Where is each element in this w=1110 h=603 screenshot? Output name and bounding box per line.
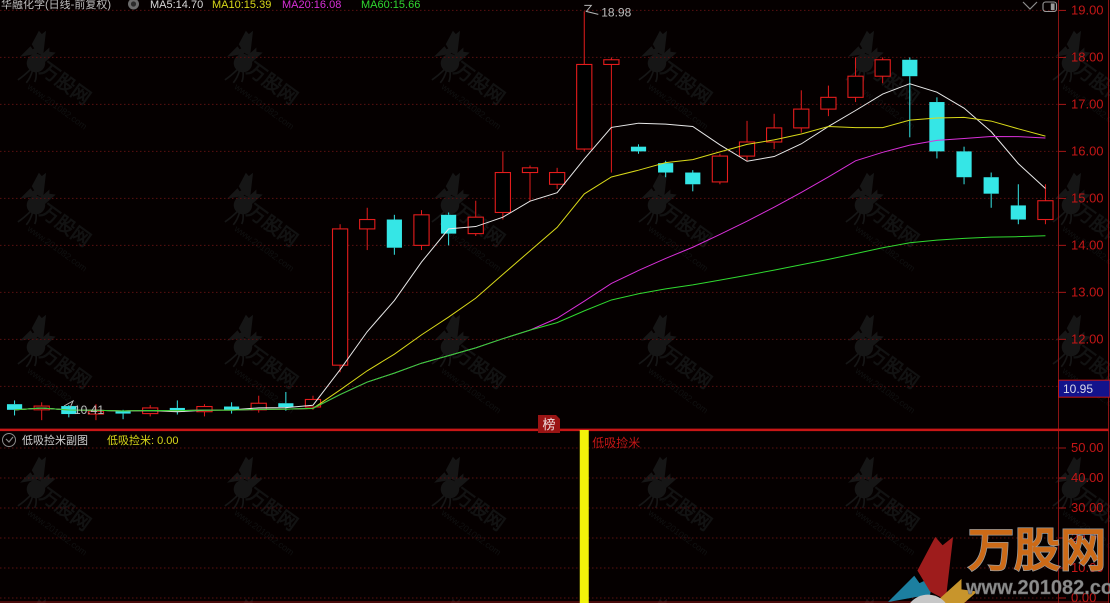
svg-text:18.00: 18.00 <box>1071 49 1104 64</box>
svg-text:MA5:14.70: MA5:14.70 <box>150 0 203 11</box>
svg-text:13.00: 13.00 <box>1071 284 1104 299</box>
svg-text:19.00: 19.00 <box>1071 2 1104 17</box>
svg-text:低吸捡米: 0.00: 低吸捡米: 0.00 <box>107 433 179 447</box>
svg-text:MA10:15.39: MA10:15.39 <box>212 0 271 11</box>
svg-text:万股网: 万股网 <box>968 524 1106 576</box>
svg-text:www.201082.com: www.201082.com <box>965 577 1110 599</box>
svg-text:10.95: 10.95 <box>1063 382 1093 396</box>
svg-text:16.00: 16.00 <box>1071 143 1104 158</box>
svg-text:MA20:16.08: MA20:16.08 <box>282 0 341 11</box>
svg-text:15.00: 15.00 <box>1071 190 1104 205</box>
svg-text:低吸捡米: 低吸捡米 <box>592 435 640 450</box>
svg-text:30.00: 30.00 <box>1071 500 1104 515</box>
svg-text:低吸捡米副图: 低吸捡米副图 <box>22 433 88 447</box>
svg-text:12.00: 12.00 <box>1071 331 1104 346</box>
svg-text:14.00: 14.00 <box>1071 237 1104 252</box>
svg-text:18.98: 18.98 <box>601 5 631 19</box>
svg-text:40.00: 40.00 <box>1071 470 1104 485</box>
svg-text:50.00: 50.00 <box>1071 440 1104 455</box>
svg-text:10.41: 10.41 <box>74 403 104 417</box>
svg-text:17.00: 17.00 <box>1071 96 1104 111</box>
svg-text:MA60:15.66: MA60:15.66 <box>361 0 420 11</box>
svg-text:榜: 榜 <box>542 417 555 432</box>
